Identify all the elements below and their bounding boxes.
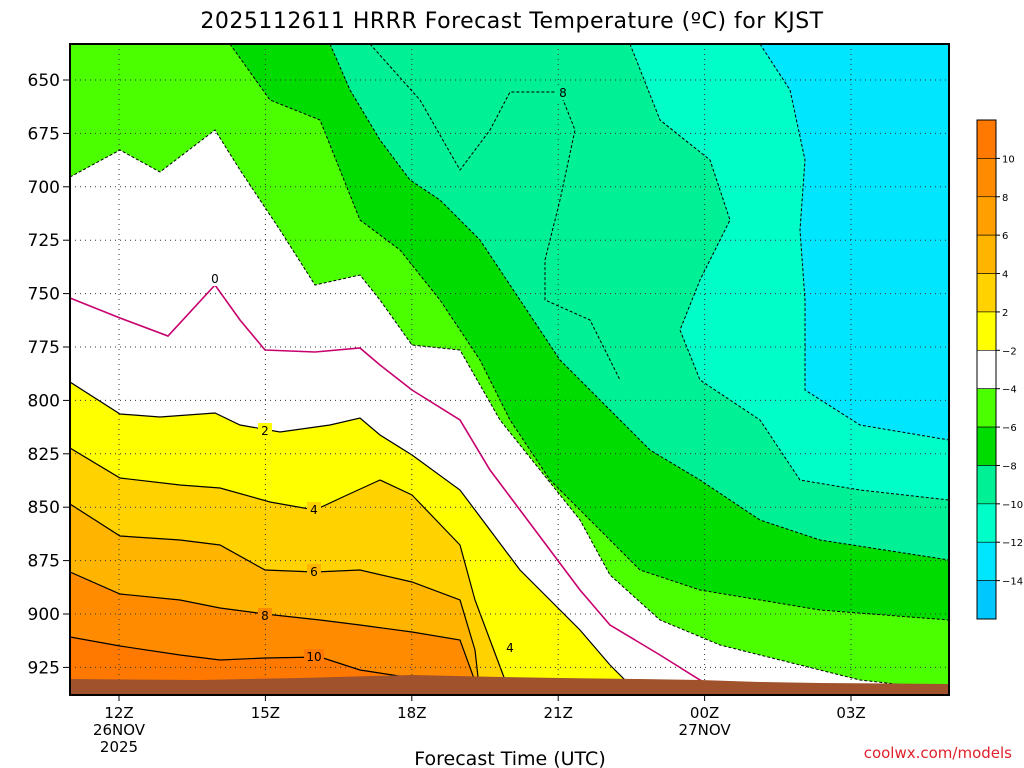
x-tick-date: 26NOV [93, 721, 146, 739]
colorbar-block [976, 541, 997, 581]
contour-neg-8-upper [369, 44, 621, 381]
chart-title: 2025112611 HRRR Forecast Temperature (ºC… [200, 9, 823, 34]
contour-label-10: 10 [306, 650, 321, 664]
y-tick-label: 650 [28, 71, 60, 91]
y-tick-label: 750 [28, 285, 60, 305]
colorbar-tick-label: −4 [1002, 385, 1017, 396]
colorbar-tick-label: 2 [1002, 308, 1008, 319]
colorbar-tick-label: 4 [1002, 270, 1008, 281]
colorbar-block [976, 119, 997, 159]
colorbar-frame [976, 119, 997, 620]
colorbar-block [976, 196, 997, 236]
y-tick-label: 875 [28, 552, 60, 572]
terrain [70, 675, 949, 695]
y-tick-label: 800 [28, 391, 60, 411]
colorbar-tick-label: 6 [1002, 231, 1008, 242]
contour-2 [70, 381, 641, 695]
contour-8 [70, 571, 481, 695]
colorbar-block [976, 234, 997, 274]
contour-neg-4 [229, 44, 949, 621]
colorbar-block [976, 388, 997, 428]
contour-label-2: 2 [261, 424, 269, 438]
y-tick-label: 700 [28, 178, 60, 198]
plot-area: 0 2 4 6 8 10 4 8 [70, 44, 949, 695]
x-tick-year: 2025 [100, 738, 138, 756]
y-tick-label: 725 [28, 231, 60, 251]
plot-frame [69, 43, 950, 696]
y-tick-label: 675 [28, 124, 60, 144]
x-tick-label: 15Z [251, 704, 280, 722]
contour-4 [70, 447, 511, 695]
x-tick-label: 00Z [690, 704, 719, 722]
contour-label-6: 6 [310, 565, 318, 579]
x-tick-date: 27NOV [679, 721, 732, 739]
colorbar-block [976, 580, 997, 620]
contour-label-4-lower: 4 [506, 641, 514, 655]
colorbar-tick-label: 8 [1002, 193, 1008, 204]
contour-neg-6 [329, 44, 949, 561]
colorbar-block [976, 503, 997, 543]
colorbar-block [976, 273, 997, 313]
y-tick-label: 850 [28, 498, 60, 518]
y-tick-label: 925 [28, 658, 60, 678]
x-tick-label: 21Z [544, 704, 573, 722]
y-tick-label: 825 [28, 445, 60, 465]
x-tick-label: 03Z [836, 704, 865, 722]
colorbar-tick-label: −12 [1002, 538, 1023, 549]
colorbar-tick-label: −10 [1002, 500, 1023, 511]
colorbar-block [976, 350, 997, 389]
colorbar: 10 8 6 4 2 −2 −4 −6 −8 −10 −12 −14 [976, 119, 1023, 620]
colorbar-block [976, 426, 997, 466]
colorbar-tick-label: −6 [1002, 423, 1017, 434]
contour-label-4: 4 [310, 503, 318, 517]
credit-text: coolwx.com/models [864, 744, 1012, 762]
contour-labels: 0 2 4 6 8 10 4 8 [208, 85, 570, 664]
colorbar-tick-label: −8 [1002, 461, 1017, 472]
colorbar-tick-label: −2 [1002, 346, 1017, 357]
contour-label-8: 8 [261, 609, 269, 623]
x-axis-title: Forecast Time (UTC) [414, 748, 605, 768]
colorbar-block [976, 158, 997, 198]
gridlines [70, 44, 949, 695]
x-tick-label: 12Z [104, 704, 133, 722]
x-tick-label: 18Z [397, 704, 426, 722]
y-tick-label: 900 [28, 605, 60, 625]
colorbar-block [976, 311, 997, 351]
contour-neg-2 [70, 129, 949, 691]
colorbar-block [976, 465, 997, 505]
colorbar-tick-label: 10 [1002, 154, 1015, 165]
colorbar-tick-label: −14 [1002, 577, 1023, 588]
contour-label-0: 0 [211, 272, 219, 286]
y-tick-label: 775 [28, 338, 60, 358]
y-axis: 650 675 700 725 750 775 800 825 850 875 900 925 [28, 71, 70, 678]
contour-label-neg-8: 8 [559, 86, 567, 100]
